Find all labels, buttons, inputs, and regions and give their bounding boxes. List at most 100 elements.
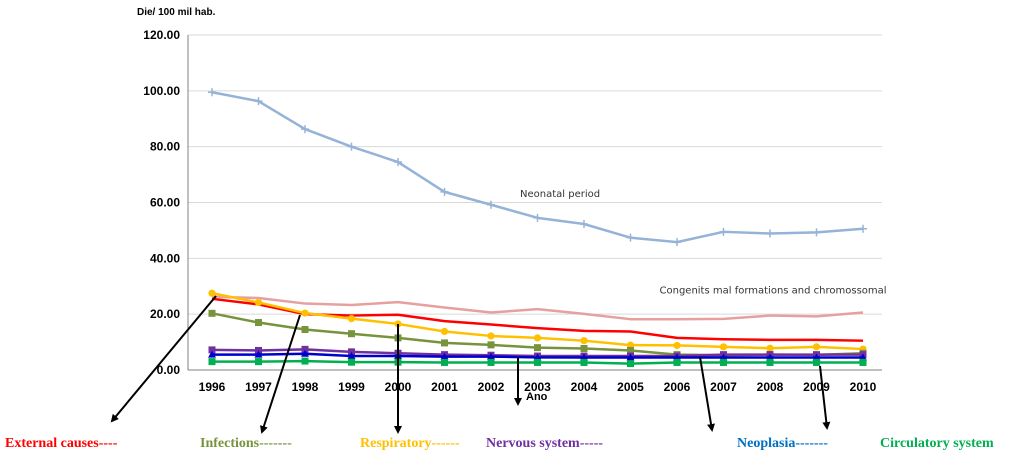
y-axis-label: Die/ 100 mil hab.: [137, 7, 216, 18]
arrow-infections: [260, 314, 301, 434]
x-tick-label: 2004: [571, 380, 598, 394]
x-tick-label: 2001: [431, 380, 458, 394]
y-tick-label: 80.00: [150, 140, 180, 154]
series-congenits-mal-formations-and-chromossomal: [211, 295, 864, 321]
data-point: [394, 158, 402, 167]
data-point: [301, 125, 309, 134]
legend-infections: Infections-------: [200, 436, 292, 451]
data-point: [766, 344, 774, 352]
data-point: [533, 334, 542, 342]
data-point: [766, 229, 774, 238]
data-point: [347, 315, 356, 323]
data-point: [441, 358, 448, 366]
x-tick-label: 1996: [199, 380, 226, 394]
data-point: [348, 348, 355, 356]
data-point: [766, 358, 774, 366]
data-point: [627, 346, 634, 354]
series-respiratory: [208, 289, 867, 353]
chart-annotation: Neonatal period: [520, 189, 600, 200]
data-point: [208, 358, 216, 366]
data-point: [301, 326, 309, 334]
data-point: [626, 353, 635, 361]
data-point: [255, 346, 262, 354]
data-point: [533, 213, 542, 222]
data-point: [487, 341, 495, 349]
data-point: [441, 339, 448, 347]
x-tick-label: 1999: [338, 380, 365, 394]
gridlines: [188, 34, 882, 315]
data-point: [580, 358, 588, 366]
x-tick-label: 2010: [850, 380, 877, 394]
data-point: [487, 200, 495, 209]
series-neoplasia: [208, 349, 867, 361]
data-point: [533, 353, 542, 361]
data-point: [487, 358, 495, 366]
data-point: [673, 358, 681, 366]
data-point: [813, 358, 820, 366]
x-tick-label: 2003: [524, 380, 551, 394]
data-point: [812, 343, 821, 351]
data-point: [208, 88, 216, 97]
series-group: [208, 88, 867, 368]
x-tick-label: 2005: [617, 380, 644, 394]
data-point: [487, 352, 495, 360]
y-tick-label: 20.00: [150, 307, 180, 321]
data-point: [254, 350, 263, 358]
data-point: [254, 97, 263, 106]
data-point: [255, 358, 262, 366]
data-point: [626, 233, 635, 242]
data-point: [487, 332, 495, 340]
y-tick-label: 0.00: [157, 363, 181, 377]
legend-nervous-system: Nervous system-----: [486, 436, 603, 451]
arrow-circulatory-system: [819, 365, 831, 430]
chart-annotation: Congenits mal formations and chromossoma…: [660, 285, 887, 296]
data-point: [255, 319, 262, 327]
data-point: [534, 344, 541, 352]
legend-arrows: [110, 295, 831, 434]
data-point: [673, 341, 681, 350]
data-point: [626, 341, 635, 349]
y-tick-label: 120.00: [143, 28, 180, 42]
x-tick-label: 1998: [292, 380, 319, 394]
data-point: [394, 320, 402, 328]
data-point: [580, 345, 588, 353]
data-point: [347, 352, 356, 360]
data-point: [719, 227, 728, 236]
data-point: [673, 238, 681, 247]
y-tick-label: 60.00: [150, 196, 180, 210]
data-point: [301, 349, 309, 357]
y-tick-label: 40.00: [150, 251, 180, 265]
data-point: [254, 298, 263, 307]
x-tick-label: 2002: [478, 380, 505, 394]
data-point: [440, 352, 449, 360]
data-point: [580, 337, 588, 345]
data-point: [812, 353, 821, 361]
legend-neoplasia: Neoplasia-------: [737, 436, 828, 451]
data-point: [859, 224, 867, 233]
axes: 0.00 20.00 40.00 60.00 80.00 100.00 120.00 1996…: [143, 28, 882, 394]
series-neonatal-period: [208, 88, 867, 247]
series-circulatory-system: [208, 357, 867, 368]
data-point: [580, 353, 588, 361]
legend-external-causes: External causes----: [5, 436, 118, 451]
data-point: [348, 358, 355, 366]
data-point: [627, 360, 634, 368]
data-point: [347, 142, 356, 151]
data-point: [719, 353, 728, 361]
series-line-congenits-mal-formations-and-chromossomal: [211, 295, 864, 321]
x-tick-label: 2006: [664, 380, 691, 394]
x-axis-label: Ano: [526, 391, 548, 403]
data-point: [440, 187, 449, 196]
data-point: [673, 353, 681, 361]
x-tick-label: 1997: [245, 380, 272, 394]
annotations: Neonatal period Congenits mal formations …: [520, 189, 887, 296]
x-tick-label: 2008: [757, 380, 784, 394]
data-point: [720, 358, 727, 366]
legend-respiratory: Respiratory------: [360, 436, 460, 451]
data-point: [208, 350, 216, 358]
data-point: [719, 343, 728, 351]
data-point: [766, 353, 774, 361]
legend-circulatory-system: Circulatory system: [880, 436, 994, 451]
data-point: [812, 228, 821, 237]
